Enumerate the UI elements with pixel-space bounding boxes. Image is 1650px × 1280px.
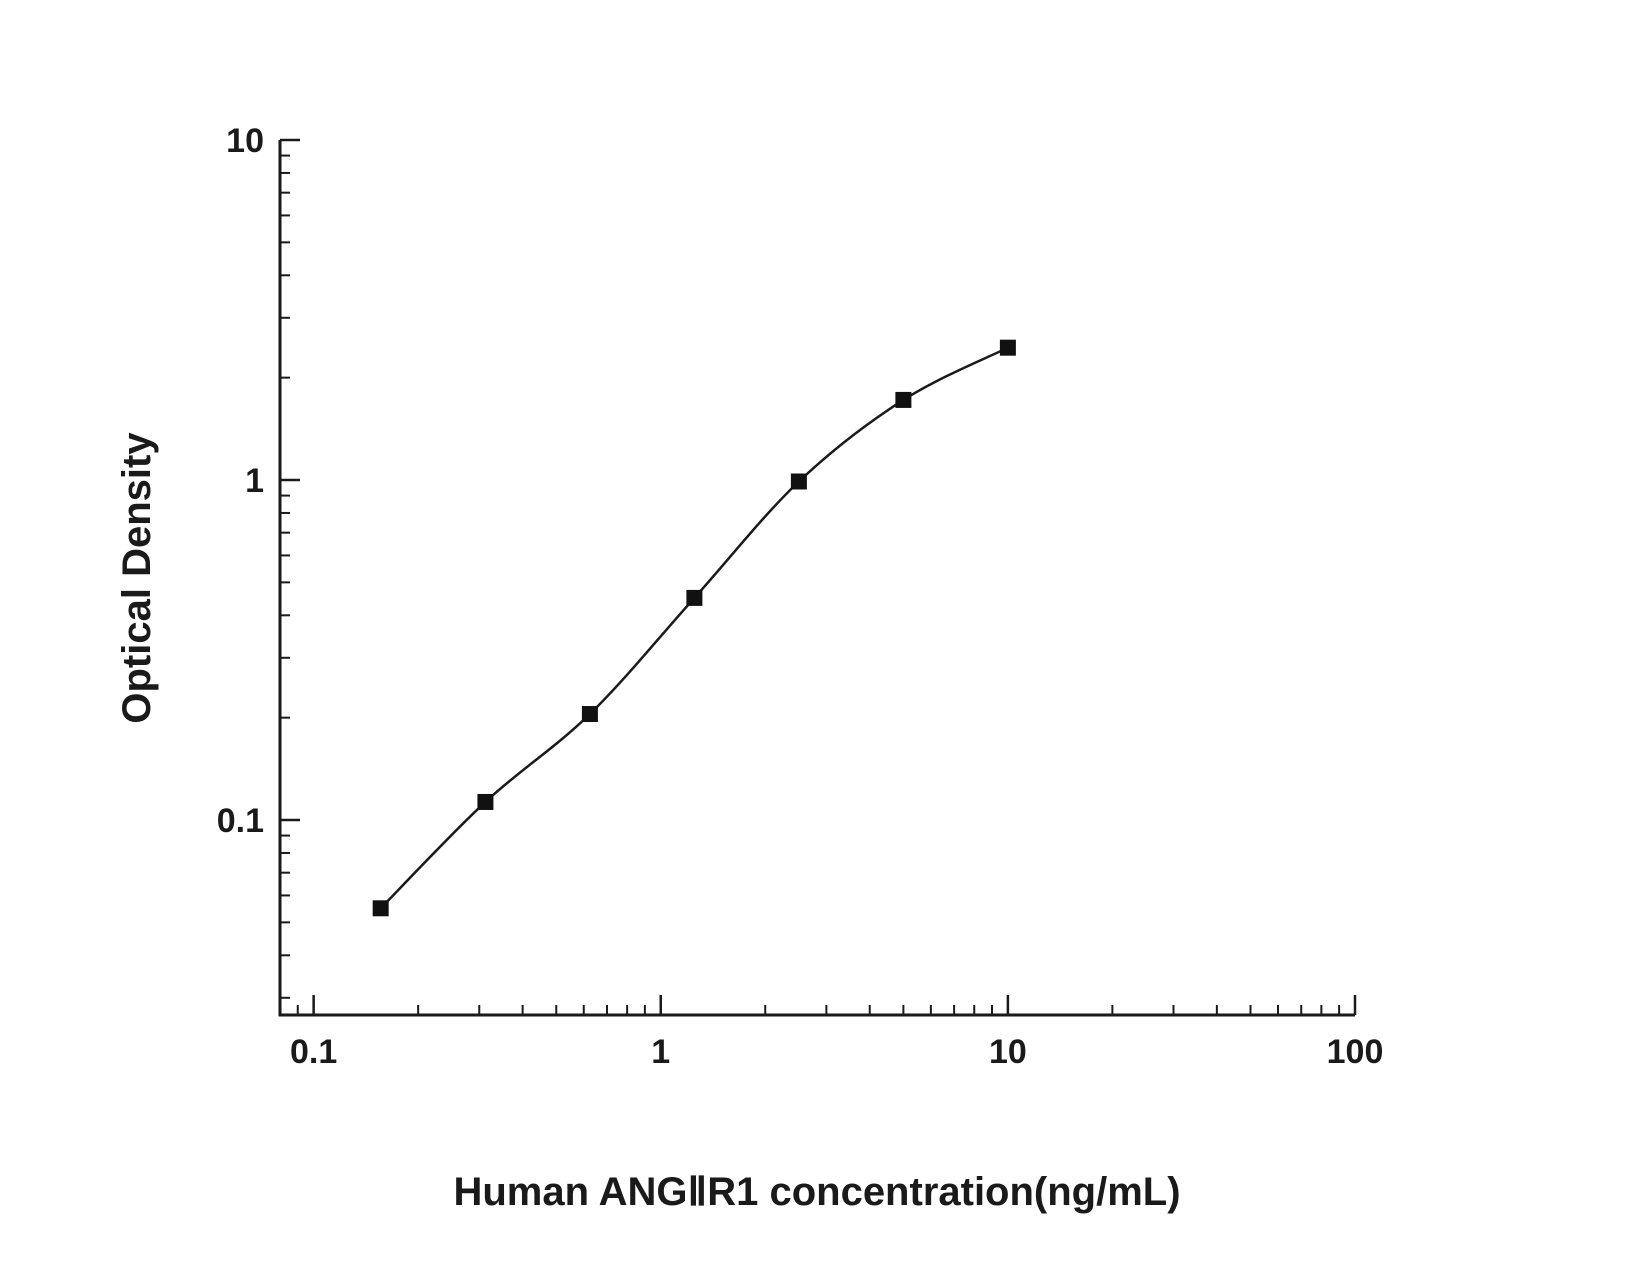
data-point-marker [686, 589, 703, 606]
x-tick-label: 0.1 [290, 1033, 337, 1071]
x-tick-label: 1 [651, 1033, 670, 1071]
y-tick-label: 10 [226, 122, 264, 160]
data-point-marker [790, 473, 807, 490]
curve-line [379, 346, 1009, 910]
y-axis-title: Optical Density [115, 432, 159, 724]
data-point-marker [999, 339, 1016, 356]
axes [278, 140, 1355, 1017]
axis-ticks [279, 138, 1357, 1015]
data-point-marker [581, 706, 598, 723]
y-tick-label: 1 [245, 462, 264, 500]
data-point-marker [372, 900, 389, 917]
x-tick-label: 100 [1327, 1033, 1384, 1071]
data-points [372, 339, 1016, 917]
data-point-marker [895, 391, 912, 408]
x-axis-title: Human ANGⅡR1 concentration(ng/mL) [453, 1170, 1180, 1214]
x-tick-label: 10 [989, 1033, 1027, 1071]
tick-labels: 0.1 1 10 100 0.1 1 10 [217, 122, 1384, 1071]
y-tick-label: 0.1 [217, 802, 264, 840]
data-point-marker [477, 793, 494, 810]
